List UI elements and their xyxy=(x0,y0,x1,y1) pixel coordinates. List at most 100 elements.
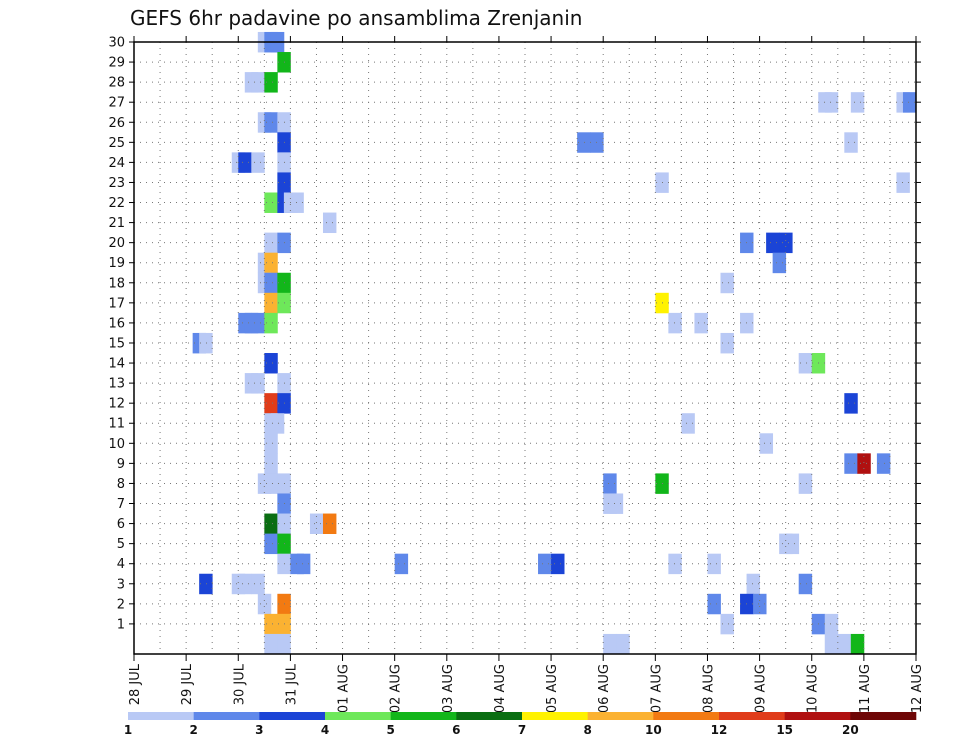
x-tick-label: 11 AUG xyxy=(858,664,873,713)
heatmap-cell xyxy=(199,573,213,595)
heatmap-cell xyxy=(837,633,852,655)
heatmap-cell xyxy=(798,573,813,595)
colorbar-swatch xyxy=(522,712,588,720)
y-tick-label: 20 xyxy=(108,236,125,251)
y-tick-label: 19 xyxy=(108,256,125,271)
heatmap-cells xyxy=(192,31,917,655)
heatmap-cell xyxy=(779,232,793,254)
heatmap-cell xyxy=(772,252,787,274)
heatmap-cell xyxy=(668,553,682,575)
heatmap-cell xyxy=(264,252,278,274)
heatmap-cell xyxy=(538,553,552,575)
colorbar-swatch xyxy=(456,712,523,720)
y-tick-label: 7 xyxy=(117,497,125,512)
heatmap-cell xyxy=(238,573,252,595)
colorbar-swatch xyxy=(390,712,457,720)
y-tick-label: 3 xyxy=(117,577,125,592)
heatmap-cell xyxy=(876,453,891,474)
heatmap-cell xyxy=(720,613,734,635)
heatmap-cell xyxy=(264,232,278,254)
heatmap-cell xyxy=(264,272,278,294)
heatmap-cell xyxy=(264,633,278,655)
heatmap-cell xyxy=(844,132,858,153)
colorbar-label: 3 xyxy=(255,723,263,737)
heatmap-cell xyxy=(264,393,278,414)
colorbar-label: 4 xyxy=(321,723,329,737)
colorbar-label: 5 xyxy=(386,723,394,737)
y-tick-label: 6 xyxy=(117,517,125,532)
y-tick-label: 25 xyxy=(108,136,125,151)
x-tick-label: 03 AUG xyxy=(441,664,456,713)
heatmap-cell xyxy=(270,413,285,434)
heatmap-cell xyxy=(251,152,265,173)
heatmap-cell xyxy=(720,332,734,354)
x-tick-label: 09 AUG xyxy=(754,664,769,713)
heatmap-cell xyxy=(394,553,409,575)
x-tick-label: 28 JUL xyxy=(128,663,143,705)
heatmap-cell xyxy=(844,393,858,414)
y-tick-label: 21 xyxy=(108,216,125,231)
heatmap-cell xyxy=(264,473,278,494)
heatmap-cell xyxy=(668,312,682,334)
heatmap-cell xyxy=(824,92,839,113)
colorbar-swatch xyxy=(128,712,194,720)
colorbar-label: 8 xyxy=(583,723,591,737)
heatmap-cell xyxy=(277,633,291,655)
y-tick-label: 28 xyxy=(108,76,125,91)
plot-frame xyxy=(133,41,917,655)
heatmap-cell xyxy=(251,573,265,595)
x-tick-label: 31 JUL xyxy=(284,663,299,705)
y-tick-label: 8 xyxy=(117,477,125,492)
chart-title: GEFS 6hr padavine po ansamblima Zrenjani… xyxy=(130,6,583,30)
heatmap-cell xyxy=(707,553,721,575)
heatmap-cell xyxy=(753,593,767,615)
y-tick-label: 10 xyxy=(108,437,125,452)
y-tick-label: 22 xyxy=(108,196,125,211)
y-tick-label: 2 xyxy=(117,597,125,612)
heatmap-cell xyxy=(844,453,858,474)
heatmap-cell xyxy=(824,613,839,635)
y-tick-label: 23 xyxy=(108,176,125,191)
grid-lines xyxy=(134,41,916,654)
y-tick-label: 27 xyxy=(108,96,125,111)
y-tick-label: 13 xyxy=(108,377,125,392)
axes: 1234567891011121314151617181920212223242… xyxy=(108,36,925,714)
x-tick-label: 02 AUG xyxy=(389,664,404,713)
heatmap-cell xyxy=(264,533,278,555)
x-tick-label: 01 AUG xyxy=(337,664,352,713)
heatmap-cell xyxy=(264,112,278,133)
y-tick-label: 14 xyxy=(108,357,125,372)
heatmap-cell xyxy=(857,453,871,474)
heatmap-cell xyxy=(264,513,278,535)
heatmap-cell xyxy=(746,573,760,595)
colorbar-label: 6 xyxy=(452,723,460,737)
colorbar-swatch xyxy=(850,712,917,720)
heatmap-cell xyxy=(251,72,265,93)
colorbar-swatch xyxy=(719,712,785,720)
heatmap-cell xyxy=(322,212,337,234)
heatmap-cell xyxy=(850,633,865,655)
heatmap-cell xyxy=(264,353,278,374)
heatmap-cell xyxy=(257,593,272,615)
heatmap-cell xyxy=(902,92,917,113)
colorbar-label: 2 xyxy=(189,723,197,737)
y-tick-label: 4 xyxy=(117,557,125,572)
heatmap-cell xyxy=(850,92,865,113)
x-tick-label: 12 AUG xyxy=(910,664,925,713)
y-tick-label: 26 xyxy=(108,116,125,131)
y-tick-label: 15 xyxy=(108,336,125,351)
colorbar-label: 12 xyxy=(711,723,728,737)
heatmap-cell xyxy=(251,312,265,334)
y-tick-label: 29 xyxy=(108,56,125,71)
heatmap-cell xyxy=(616,633,630,655)
colorbar-swatch xyxy=(587,712,654,720)
heatmap-cell xyxy=(798,353,813,374)
heatmap-cell xyxy=(759,433,774,454)
colorbar: 1 2 3 4 5 6 7 8 10 12 15 20 xyxy=(124,712,917,737)
heatmap-cell xyxy=(609,493,624,514)
colorbar-swatch xyxy=(193,712,260,720)
heatmap-cell xyxy=(238,152,252,173)
heatmap-cell xyxy=(264,433,278,454)
heatmap-cell xyxy=(322,513,337,535)
